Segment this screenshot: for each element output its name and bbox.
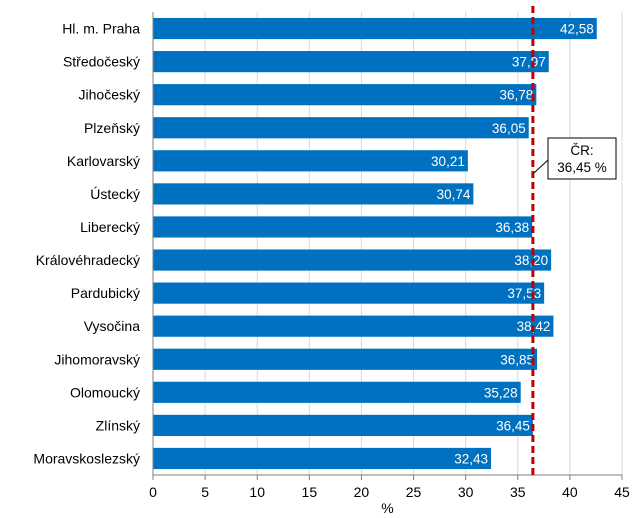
category-label: Liberecký — [80, 219, 140, 235]
callout-label-line1: ČR: — [570, 143, 593, 158]
bar-value-label: 36,38 — [495, 220, 529, 235]
bar — [153, 249, 552, 271]
x-axis-title: % — [381, 500, 393, 516]
callout-leader — [533, 159, 549, 174]
x-tick-label: 5 — [201, 484, 209, 500]
bar-value-label: 30,21 — [431, 154, 465, 169]
bar-value-label: 36,45 — [496, 418, 530, 433]
x-tick-label: 30 — [458, 484, 474, 500]
bar-value-label: 32,43 — [454, 451, 488, 466]
reference-callout: ČR: 36,45 % — [533, 137, 617, 180]
bar-value-label: 42,58 — [560, 22, 594, 37]
x-tick-label: 40 — [562, 484, 578, 500]
callout-box — [547, 137, 617, 180]
bar — [153, 447, 491, 470]
x-tick-label: 20 — [354, 484, 370, 500]
bar — [153, 282, 545, 304]
bar — [153, 84, 537, 106]
bar-value-label: 37,53 — [507, 286, 541, 301]
category-label: Plzeňský — [84, 120, 140, 136]
x-tick-label: 45 — [614, 484, 630, 500]
bar — [153, 216, 533, 238]
category-label: Pardubický — [71, 285, 140, 301]
x-tick-label: 15 — [302, 484, 318, 500]
bar-value-label: 36,78 — [500, 88, 534, 103]
category-label: Vysočina — [84, 318, 141, 334]
gridlines — [152, 12, 623, 480]
bars: 42,58 37,97 36,78 36,05 30,21 30,74 36,38 38,20… — [153, 17, 597, 470]
bar — [153, 183, 474, 205]
bar-value-label: 35,28 — [484, 385, 518, 400]
x-tick-label: 25 — [406, 484, 422, 500]
x-tick-labels: 0 5 10 15 20 25 30 35 40 45 — [149, 484, 630, 500]
category-labels: Hl. m. Praha Středočeský Jihočeský Plzeňský… — [33, 21, 140, 467]
bar — [153, 348, 538, 370]
x-tick-label: 10 — [249, 484, 265, 500]
bar — [153, 381, 521, 403]
category-label: Moravskoslezský — [33, 450, 140, 466]
category-label: Královéhradecký — [36, 252, 140, 268]
category-label: Hl. m. Praha — [62, 21, 140, 37]
bar — [153, 150, 468, 172]
bar-value-label: 38,20 — [514, 253, 548, 268]
category-label: Karlovarský — [67, 153, 140, 169]
bar — [153, 315, 554, 337]
bar — [153, 414, 533, 436]
category-label: Jihomoravský — [54, 351, 140, 367]
bar — [153, 51, 549, 73]
callout-label-line2: 36,45 % — [557, 160, 607, 175]
x-tick-label: 0 — [149, 484, 157, 500]
x-tick-label: 35 — [510, 484, 526, 500]
bar — [153, 17, 597, 40]
bar-value-label: 36,85 — [500, 352, 534, 367]
category-label: Jihočeský — [79, 87, 140, 103]
category-label: Olomoucký — [70, 384, 140, 400]
bar — [153, 117, 529, 139]
category-label: Zlínský — [96, 417, 140, 433]
category-label: Středočeský — [63, 54, 140, 70]
bar-value-label: 30,74 — [437, 187, 471, 202]
bar-value-label: 36,05 — [492, 121, 526, 136]
bar-value-label: 37,97 — [512, 55, 546, 70]
category-label: Ústecký — [90, 186, 140, 202]
